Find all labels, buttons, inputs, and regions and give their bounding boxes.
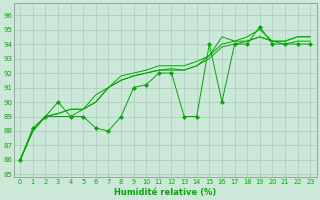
- X-axis label: Humidité relative (%): Humidité relative (%): [114, 188, 216, 197]
